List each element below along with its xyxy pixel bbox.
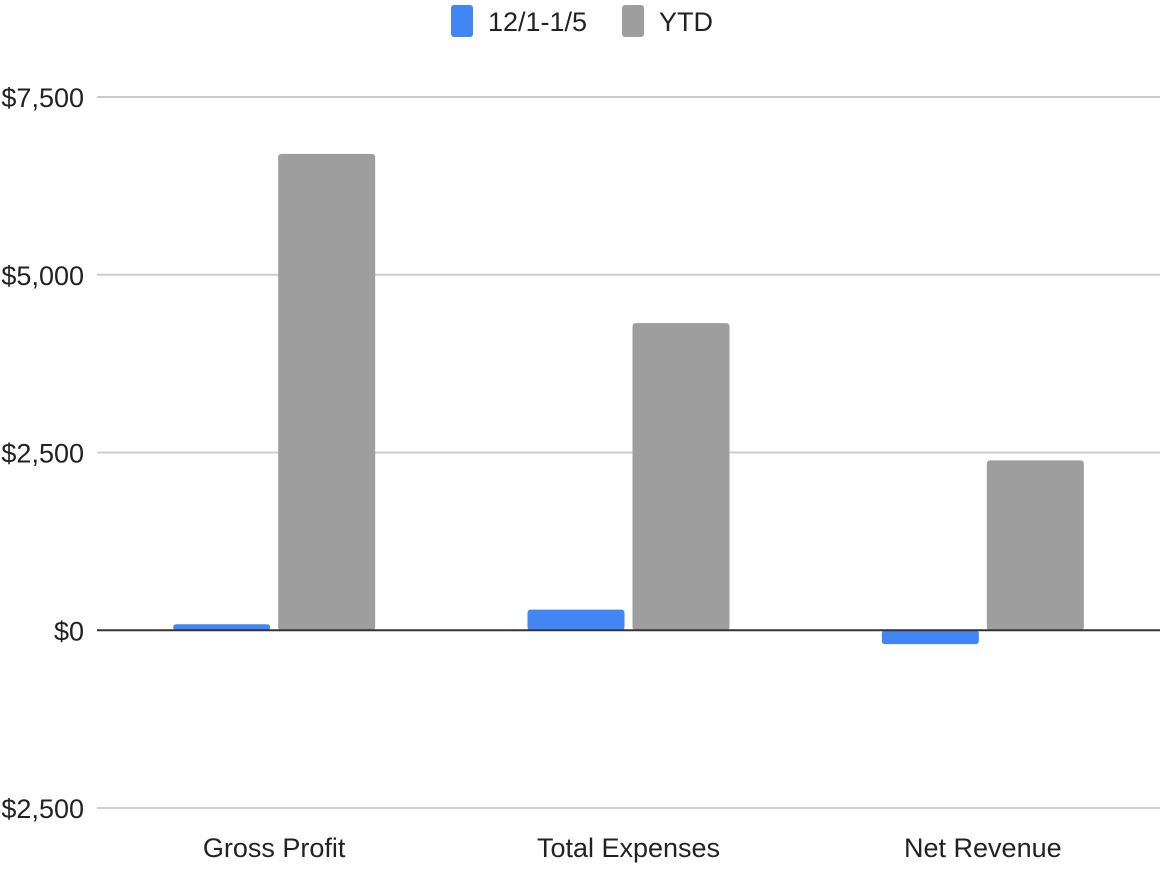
y-tick-label: $5,000 [1, 261, 84, 291]
y-tick-label: $7,500 [1, 83, 84, 113]
legend-swatch [622, 5, 644, 37]
y-tick-label: $2,500 [1, 439, 84, 469]
bar-period-1 [527, 609, 625, 631]
gridlines [97, 96, 1160, 809]
bar-period-0 [173, 624, 271, 631]
y-tick-label: $0 [54, 616, 84, 646]
legend-label: YTD [659, 7, 713, 37]
y-tick-label: -$2,500 [0, 794, 84, 824]
x-category-label: Total Expenses [537, 833, 720, 863]
x-category-label: Net Revenue [904, 833, 1062, 863]
bar-ytd-0 [278, 153, 376, 631]
x-category-label: Gross Profit [203, 833, 346, 863]
bar-ytd-1 [632, 323, 730, 631]
x-axis-category-labels: Gross Profit Total Expenses Net Revenue [203, 833, 1062, 863]
y-axis-tick-labels: $7,500 $5,000 $2,500 $0 -$2,500 [0, 83, 84, 824]
legend-swatch [451, 5, 473, 37]
legend-label: 12/1-1/5 [488, 7, 587, 37]
bars [173, 153, 1084, 645]
legend: 12/1-1/5 YTD [451, 5, 713, 37]
bar-period-2 [881, 630, 979, 645]
bar-ytd-2 [986, 460, 1084, 631]
